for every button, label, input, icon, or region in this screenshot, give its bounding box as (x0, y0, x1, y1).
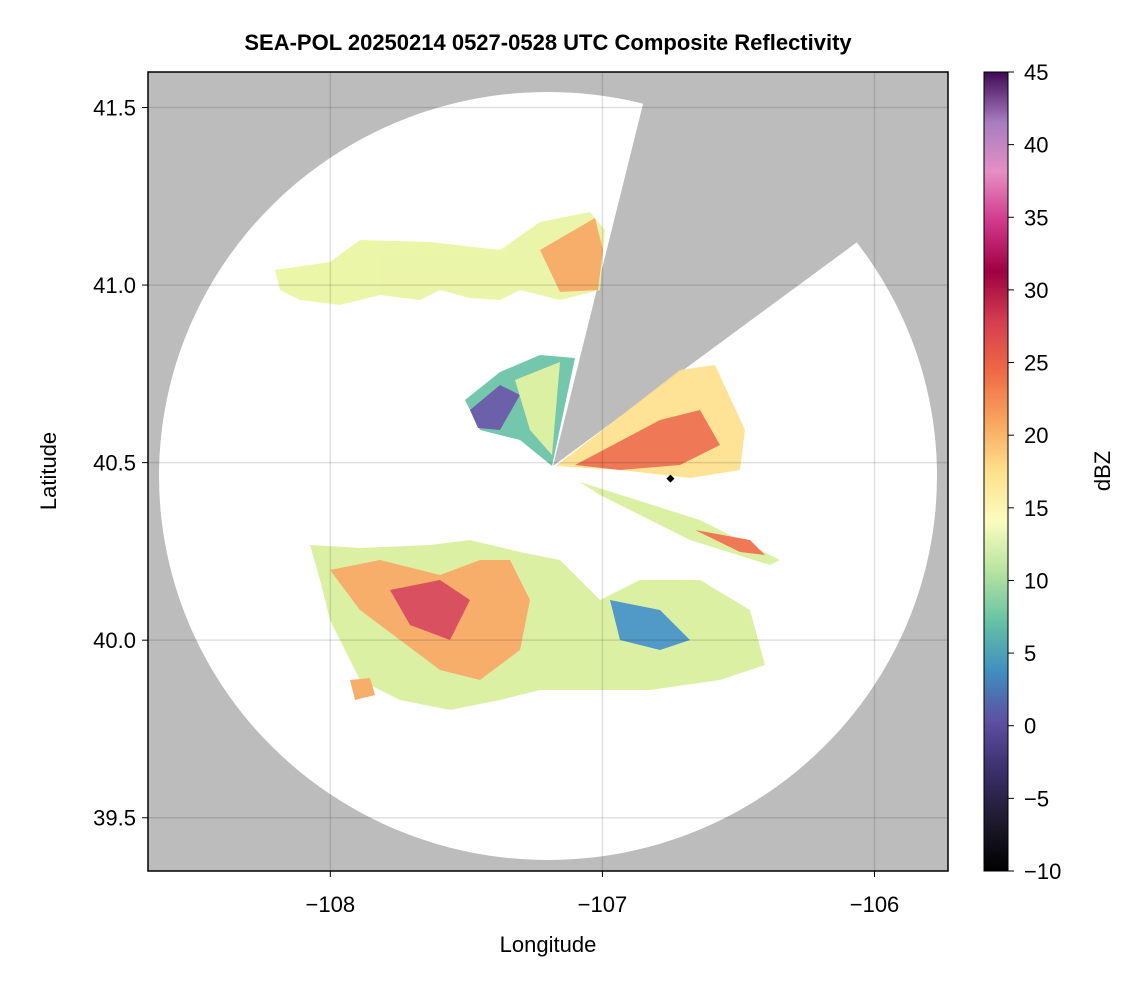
x-axis-label: Longitude (500, 932, 597, 957)
colorbar-tick-label: 0 (1024, 714, 1036, 739)
chart-title: SEA-POL 20250214 0527-0528 UTC Composite… (244, 30, 852, 55)
colorbar-tick-label: 45 (1024, 60, 1048, 85)
y-tick-label: 40.5 (93, 451, 136, 476)
echoes (275, 212, 780, 710)
colorbar-tick-label: 10 (1024, 568, 1048, 593)
echo (515, 362, 560, 455)
colorbar-tick-label: 20 (1024, 423, 1048, 448)
marker (666, 474, 675, 483)
grid (148, 72, 948, 871)
x-tick-label: −108 (306, 892, 356, 917)
radar-field (159, 72, 948, 860)
echo (275, 212, 605, 305)
x-tick-label: −107 (578, 892, 628, 917)
colorbar (983, 71, 1009, 872)
echo (575, 410, 720, 470)
x-tick-label: −106 (850, 892, 900, 917)
colorbar-tick-label: 15 (1024, 496, 1048, 521)
colorbar-tick-label: −10 (1024, 859, 1061, 884)
y-tick-label: 39.5 (93, 806, 136, 831)
colorbar-tick-label: 25 (1024, 351, 1048, 376)
echo (470, 385, 520, 430)
plot-frame (147, 71, 949, 872)
y-tick-label: 40.0 (93, 628, 136, 653)
colorbar-tick-label: −5 (1024, 786, 1049, 811)
y-tick-label: 41.5 (93, 96, 136, 121)
y-tick-label: 41.0 (93, 273, 136, 298)
blocked-sector (553, 72, 948, 466)
colorbar-tick-label: 35 (1024, 205, 1048, 230)
echo (540, 218, 603, 292)
colorbar-tick-label: 30 (1024, 278, 1048, 303)
echo (390, 580, 470, 640)
colorbar-tick-label: 5 (1024, 641, 1036, 666)
colorbar-tick-label: 40 (1024, 133, 1048, 158)
y-axis-label: Latitude (36, 432, 61, 510)
echo (610, 600, 690, 650)
echo (695, 530, 765, 555)
colorbar-label: dBZ (1090, 451, 1115, 491)
echo (350, 678, 375, 700)
